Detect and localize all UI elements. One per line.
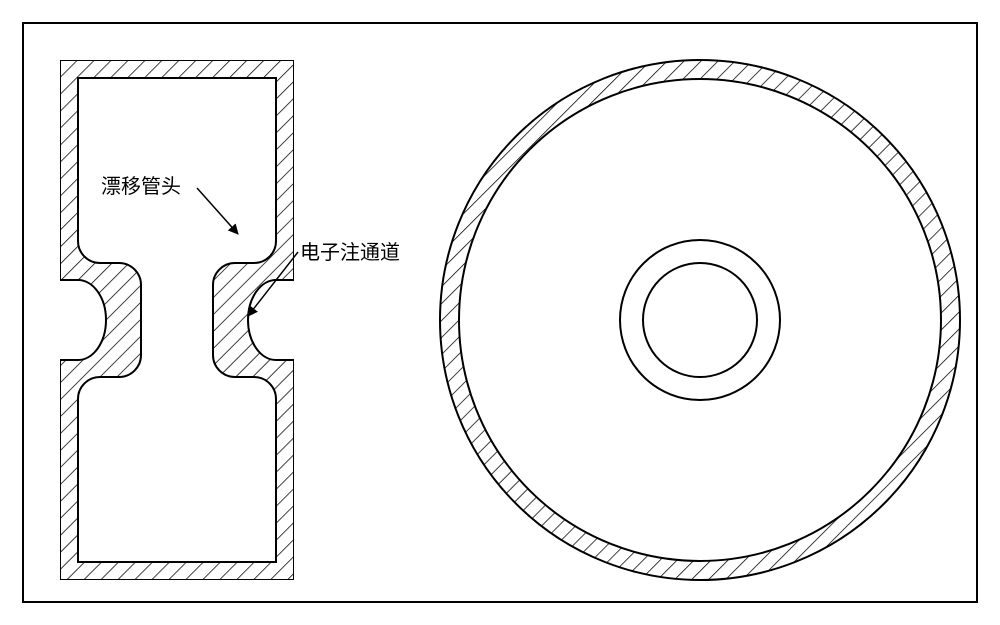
leader-lines (0, 0, 1000, 625)
diagram-container: 漂移管头 电子注通道 (0, 0, 1000, 625)
